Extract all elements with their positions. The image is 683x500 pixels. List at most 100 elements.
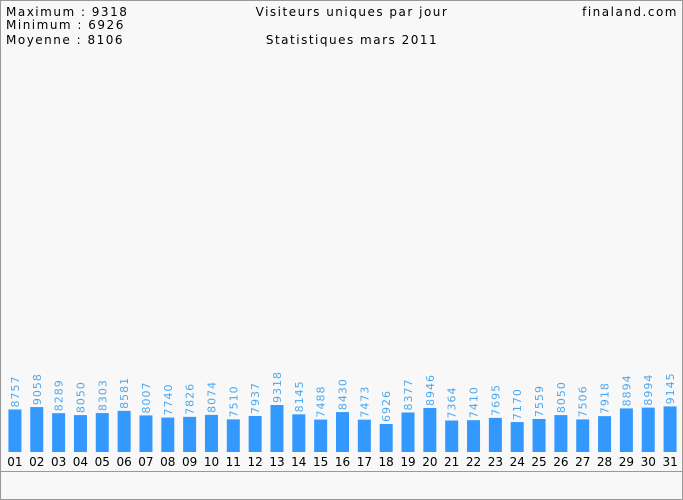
- x-tick-label: 20: [422, 455, 437, 469]
- x-tick-label: 04: [73, 455, 88, 469]
- x-tick-label: 02: [29, 455, 44, 469]
- x-tick-label: 07: [138, 455, 153, 469]
- value-label: 7937: [249, 382, 262, 414]
- value-label: 7740: [162, 384, 175, 416]
- bar: [379, 424, 393, 452]
- bar: [663, 406, 677, 452]
- bar: [554, 415, 568, 452]
- bar: [576, 419, 590, 452]
- bar: [73, 415, 87, 452]
- value-label: 9145: [664, 372, 677, 404]
- value-label: 8303: [96, 379, 109, 411]
- stat: Minimum : 6926: [6, 18, 125, 32]
- x-tick-label: 18: [379, 455, 394, 469]
- value-label: 8050: [74, 381, 87, 413]
- bar: [8, 409, 22, 452]
- value-label: 7410: [468, 386, 481, 418]
- x-tick-label: 08: [160, 455, 175, 469]
- value-label: 8994: [642, 374, 655, 406]
- x-tick-label: 26: [553, 455, 568, 469]
- bar: [248, 415, 262, 452]
- x-tick-label: 01: [7, 455, 22, 469]
- chart-subtitle: Statistiques mars 2011: [266, 33, 438, 47]
- x-tick-label: 22: [466, 455, 481, 469]
- bar: [183, 416, 197, 452]
- bar: [336, 412, 349, 452]
- bar: [139, 415, 153, 452]
- bar: [95, 413, 109, 452]
- bar: [204, 414, 218, 452]
- x-tick-label: 09: [182, 455, 197, 469]
- value-label: 8289: [53, 379, 66, 411]
- bar: [52, 413, 66, 452]
- bar: [445, 420, 459, 452]
- bar: [423, 407, 437, 452]
- bar: [598, 416, 612, 452]
- bar: [314, 419, 328, 452]
- value-label: 8377: [402, 378, 415, 410]
- x-tick-label: 03: [51, 455, 66, 469]
- bar: [292, 414, 306, 452]
- x-tick-label: 21: [444, 455, 459, 469]
- value-label: 7826: [184, 383, 197, 415]
- x-tick-label: 05: [95, 455, 110, 469]
- value-label: 7559: [533, 385, 546, 417]
- x-tick-label: 10: [204, 455, 219, 469]
- value-label: 8946: [424, 374, 437, 406]
- bar: [226, 419, 240, 452]
- value-label: 9058: [31, 373, 44, 405]
- bar: [270, 405, 284, 452]
- stat: Maximum : 9318: [6, 5, 128, 19]
- value-label: 7506: [577, 385, 590, 417]
- bar: [401, 412, 415, 452]
- value-label: 9318: [271, 371, 284, 403]
- x-tick-label: 31: [662, 455, 677, 469]
- site-name: finaland.com: [582, 5, 678, 19]
- bar: [532, 418, 546, 452]
- bar: [641, 407, 655, 452]
- x-tick-label: 28: [597, 455, 612, 469]
- x-tick-label: 13: [269, 455, 284, 469]
- x-tick-label: 27: [575, 455, 590, 469]
- value-label: 8581: [118, 377, 131, 409]
- x-tick-label: 25: [531, 455, 546, 469]
- value-label: 8145: [293, 380, 306, 412]
- x-tick-label: 06: [116, 455, 131, 469]
- value-label: 6926: [380, 390, 393, 422]
- value-label: 8894: [620, 374, 633, 406]
- value-label: 7918: [599, 382, 612, 414]
- bar: [357, 419, 371, 452]
- x-tick-label: 11: [226, 455, 241, 469]
- x-tick-label: 29: [619, 455, 634, 469]
- x-tick-label: 17: [357, 455, 372, 469]
- bar: [117, 410, 131, 452]
- x-tick-label: 30: [641, 455, 656, 469]
- value-label: 7488: [315, 386, 328, 418]
- value-label: 7695: [489, 384, 502, 416]
- bar: [619, 408, 633, 452]
- value-label: 7473: [358, 386, 371, 418]
- bar: [467, 420, 481, 452]
- x-tick-label: 19: [400, 455, 415, 469]
- x-tick-label: 24: [510, 455, 525, 469]
- chart-title: Visiteurs uniques par jour: [256, 5, 449, 19]
- value-label: 8050: [555, 381, 568, 413]
- x-tick-label: 14: [291, 455, 306, 469]
- value-label: 7364: [446, 387, 459, 419]
- bar: [30, 407, 44, 452]
- stat: Moyenne : 8106: [6, 33, 124, 47]
- bar: [488, 417, 502, 452]
- bar: [161, 417, 175, 452]
- value-label: 8074: [205, 381, 218, 413]
- bar: [510, 422, 524, 452]
- x-tick-label: 12: [248, 455, 263, 469]
- value-label: 8430: [337, 378, 350, 410]
- x-tick-label: 16: [335, 455, 350, 469]
- value-label: 7510: [227, 385, 240, 417]
- x-tick-label: 15: [313, 455, 328, 469]
- value-label: 8757: [9, 375, 22, 407]
- value-label: 8007: [140, 381, 153, 413]
- value-label: 7170: [511, 388, 524, 420]
- x-tick-label: 23: [488, 455, 503, 469]
